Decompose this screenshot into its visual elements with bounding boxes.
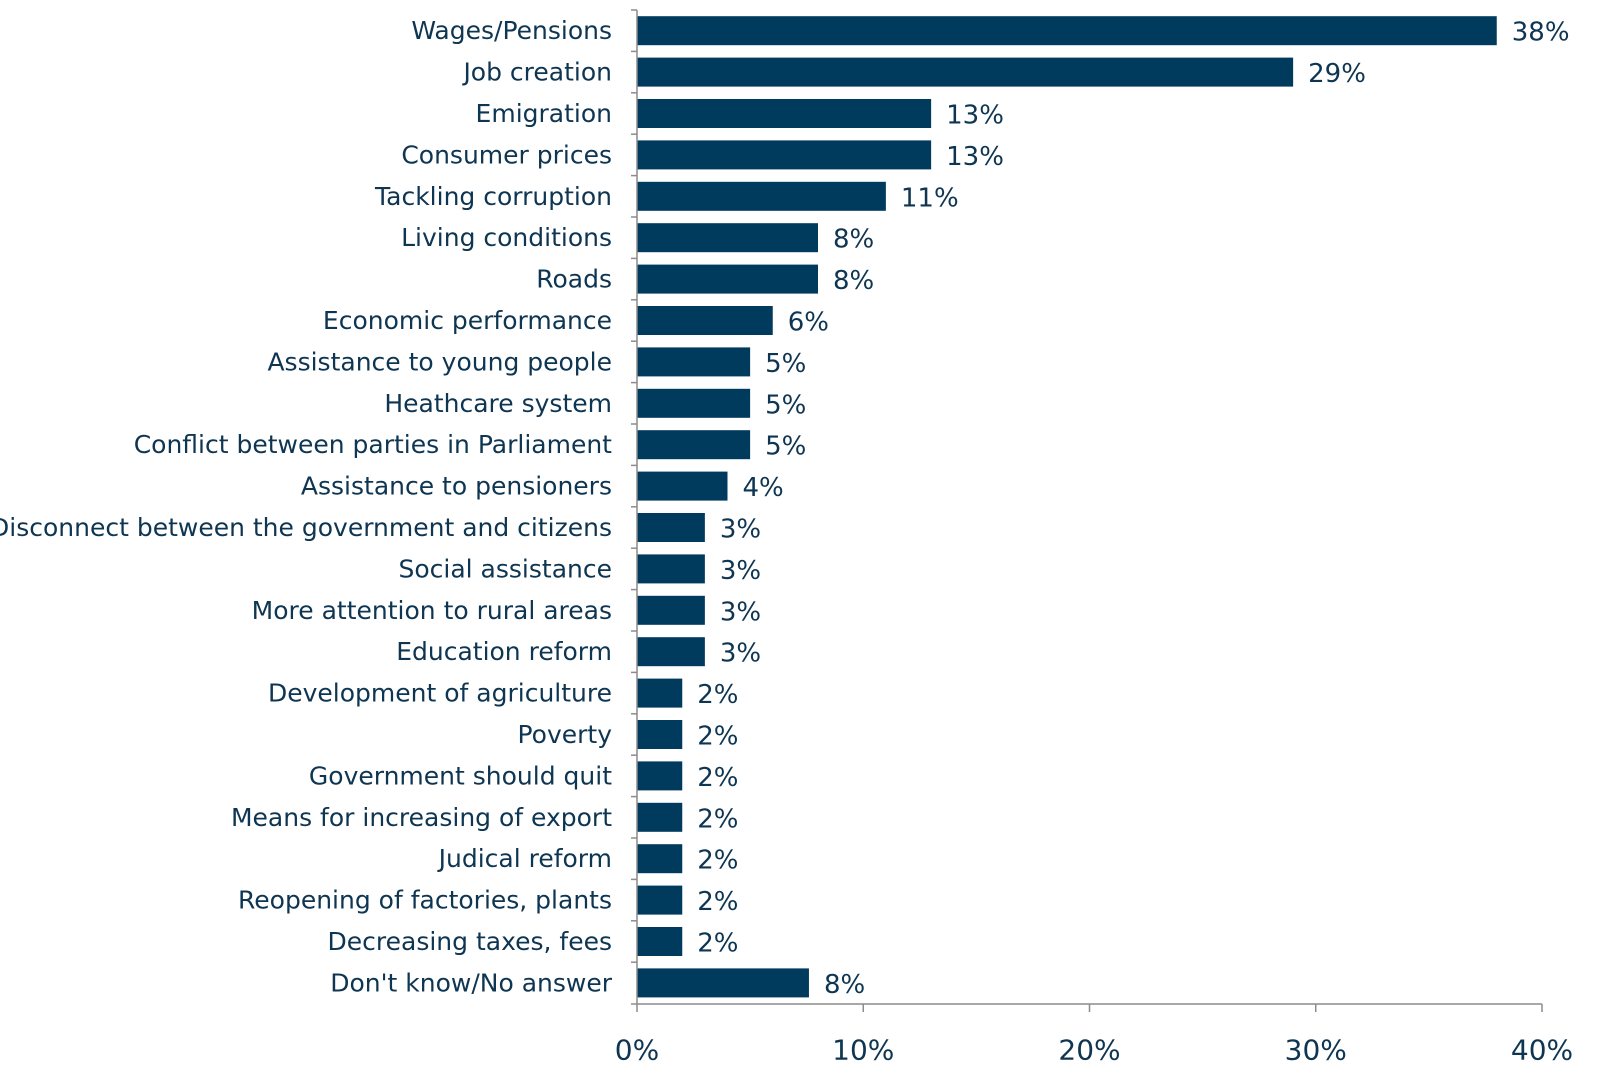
bar [637, 471, 728, 501]
data-label: 2% [697, 929, 738, 959]
x-tick-label: 30% [1285, 1034, 1347, 1067]
data-label: 5% [765, 349, 806, 379]
category-label: Disconnect between the government and ci… [0, 513, 612, 542]
category-label: Development of agriculture [268, 679, 612, 708]
bar [637, 16, 1497, 46]
category-label: Emigration [476, 99, 612, 128]
bar [637, 430, 751, 460]
category-label: Living conditions [401, 223, 612, 252]
bar [637, 181, 886, 211]
category-label: Conflict between parties in Parliament [134, 430, 612, 459]
category-label: Judical reform [437, 844, 612, 873]
bar [637, 968, 809, 998]
category-label: Heathcare system [384, 389, 612, 418]
bar [637, 595, 705, 625]
category-label: Consumer prices [401, 140, 612, 169]
category-label: Assistance to young people [267, 347, 612, 376]
data-label: 4% [743, 473, 784, 503]
bar [637, 927, 683, 956]
category-label: Reopening of factories, plants [238, 886, 612, 915]
category-label: Economic performance [323, 306, 612, 335]
data-label: 2% [697, 722, 738, 752]
data-label: 8% [824, 970, 865, 1000]
bar [637, 223, 818, 253]
category-label: Decreasing taxes, fees [328, 927, 612, 956]
bar [637, 513, 705, 542]
data-label: 2% [697, 763, 738, 793]
category-label: Tackling corruption [374, 182, 612, 211]
x-tick-label: 40% [1511, 1034, 1573, 1067]
category-label: Roads [536, 265, 612, 294]
x-axis-ticks: 0% 10% 20% 30% 40% [615, 9, 1573, 1067]
data-label: 38% [1512, 18, 1570, 48]
bar [637, 388, 751, 418]
bar [637, 761, 683, 791]
bar [637, 264, 818, 294]
bar [637, 347, 751, 377]
data-label: 2% [697, 846, 738, 876]
data-label: 3% [720, 597, 761, 627]
data-label: 8% [833, 266, 874, 296]
category-label: Poverty [517, 720, 612, 749]
x-tick-label: 10% [832, 1034, 894, 1067]
bar [637, 99, 932, 128]
data-label: 29% [1308, 59, 1366, 89]
bar [637, 720, 683, 749]
data-label: 3% [720, 639, 761, 669]
data-label: 2% [697, 680, 738, 710]
data-label: 13% [946, 142, 1004, 172]
bar [637, 678, 683, 708]
data-label: 2% [697, 804, 738, 834]
bar [637, 802, 683, 832]
x-tick-label: 0% [615, 1034, 659, 1067]
category-label: Means for increasing of export [231, 803, 612, 832]
value-labels: 38%29%13%13%11%8%8%6%5%5%5%4%3%3%3%3%2%2… [697, 18, 1569, 1000]
data-label: 3% [720, 515, 761, 545]
data-label: 8% [833, 225, 874, 255]
category-label: Wages/Pensions [411, 16, 612, 45]
bar [637, 885, 683, 915]
data-label: 5% [765, 390, 806, 420]
data-label: 13% [946, 101, 1004, 131]
bar [637, 140, 932, 170]
category-label: Assistance to pensioners [301, 472, 612, 501]
bar [637, 844, 683, 874]
x-tick-label: 20% [1058, 1034, 1120, 1067]
category-label: Social assistance [398, 554, 612, 583]
data-label: 5% [765, 432, 806, 462]
bar [637, 554, 705, 584]
data-label: 11% [901, 183, 959, 213]
category-label: Don't know/No answer [330, 968, 612, 997]
data-label: 6% [788, 308, 829, 338]
data-label: 3% [720, 556, 761, 586]
bar [637, 57, 1294, 87]
bars-group [637, 16, 1497, 998]
category-label: Education reform [396, 637, 612, 666]
category-label: Job creation [461, 58, 612, 87]
category-label: Government should quit [309, 761, 612, 790]
category-labels: Wages/Pensions Job creation Emigration Cons… [0, 16, 613, 997]
bar [637, 637, 705, 667]
data-label: 2% [697, 887, 738, 917]
category-label: More attention to rural areas [252, 596, 612, 625]
bar [637, 306, 773, 335]
